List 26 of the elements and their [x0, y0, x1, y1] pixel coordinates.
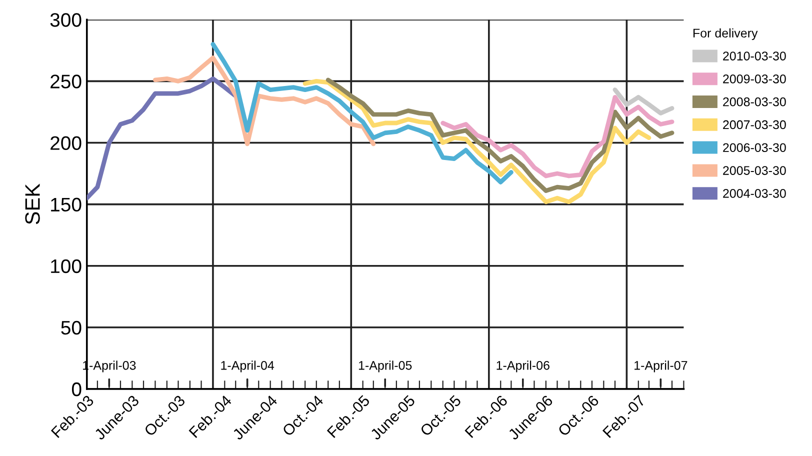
legend-label: 2010-03-30 — [723, 52, 786, 60]
line-series — [210, 42, 514, 184]
line-series — [440, 94, 674, 178]
y-tick-label: 250 — [50, 74, 82, 88]
legend-title: For delivery — [693, 28, 758, 40]
legend-label: 2007-03-30 — [723, 120, 786, 130]
line-series — [152, 56, 376, 146]
y-axis-title: SEK — [25, 184, 40, 224]
line-series — [326, 78, 674, 193]
y-tick-label: 150 — [51, 198, 82, 212]
y-tick-label: 100 — [51, 259, 82, 274]
y-tick-label: 0 — [72, 382, 82, 396]
legend-label: 2005-03-30 — [723, 166, 786, 175]
legend-label: 2006-03-30 — [723, 143, 786, 152]
legend-label: 2004-03-30 — [723, 189, 786, 198]
annotation: 1-April-04 — [221, 360, 274, 372]
line-series — [612, 88, 674, 116]
y-tick-label: 200 — [50, 136, 82, 150]
annotation: 1-April-07 — [634, 360, 688, 372]
y-tick-label: 300 — [50, 13, 82, 27]
y-tick-label: 50 — [61, 320, 82, 335]
line-series — [302, 78, 652, 204]
legend-label: 2009-03-30 — [723, 74, 786, 84]
legend-label: 2008-03-30 — [723, 97, 786, 106]
annotation: 1-April-06 — [496, 360, 550, 372]
annotation: 1-April-05 — [358, 360, 412, 372]
